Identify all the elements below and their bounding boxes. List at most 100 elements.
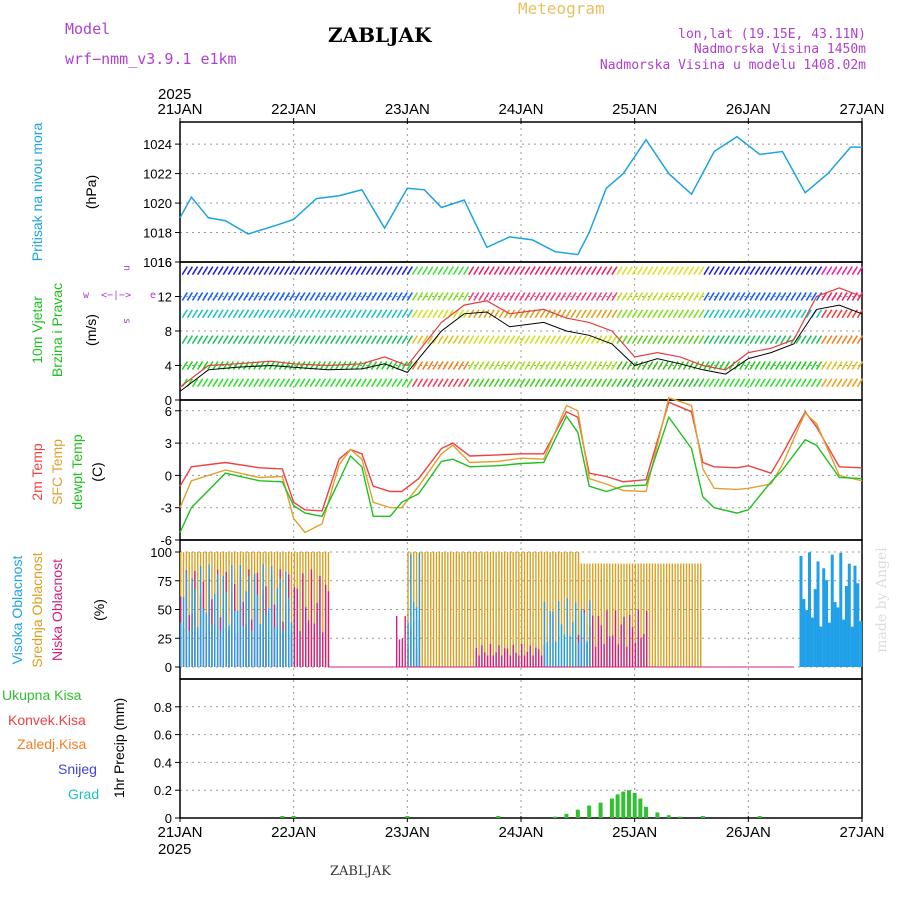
wind-barb xyxy=(386,309,393,319)
wind-barb xyxy=(329,335,337,345)
cloud-bar-mid xyxy=(643,563,645,667)
wind-barb xyxy=(667,266,674,276)
wind-barb xyxy=(299,378,306,388)
wind-barb xyxy=(508,335,516,345)
wind-barb xyxy=(585,292,593,301)
wind-barb xyxy=(391,266,398,276)
bottom-date-label: 24JAN xyxy=(498,824,543,841)
wind-barb xyxy=(447,335,454,345)
wind-barb xyxy=(360,335,367,345)
wind-barb xyxy=(283,378,291,388)
wind-barb xyxy=(442,335,449,345)
cloud-bar-high xyxy=(182,596,185,667)
cloud-bar-mid xyxy=(563,552,566,667)
wind-barb xyxy=(570,361,577,370)
wind-barb xyxy=(283,309,291,319)
wind-barb xyxy=(212,292,219,301)
cloud-bar-high xyxy=(248,576,250,667)
cloud-bar-high xyxy=(273,627,276,667)
cloud-bar-high xyxy=(222,575,225,667)
wind-barb xyxy=(534,266,541,276)
wind-barb xyxy=(544,361,552,370)
wind-barb xyxy=(641,266,649,276)
cloud-bar-mid xyxy=(668,563,671,667)
cloud-bar-low xyxy=(518,655,520,667)
wind-barb xyxy=(217,378,224,388)
wind-barb xyxy=(406,292,414,301)
wind-barb xyxy=(519,361,526,370)
wind-barb xyxy=(815,309,823,319)
cloud-bar-low xyxy=(540,655,543,667)
wind-barb xyxy=(350,378,357,388)
wind-barb xyxy=(289,309,296,319)
cloud-bar-mid xyxy=(626,563,628,667)
wind-barb xyxy=(713,266,720,276)
wind-barb xyxy=(570,309,577,319)
cloud-bar-high xyxy=(191,578,193,667)
wind-barb xyxy=(468,292,475,301)
wind-barb xyxy=(483,292,490,301)
y-tick-label: 16 xyxy=(158,255,172,270)
wind-barb xyxy=(539,378,547,388)
precip-bar xyxy=(291,816,296,818)
wind-barb xyxy=(590,361,598,370)
wind-barb xyxy=(836,361,843,370)
cloud-bar-high xyxy=(231,564,233,667)
cloud-bar-mid xyxy=(512,552,514,667)
wind-barb xyxy=(734,361,741,370)
cloud-bar-low xyxy=(603,643,605,667)
wind-barb xyxy=(524,266,531,276)
wind-barb xyxy=(503,309,511,319)
wind-barb xyxy=(386,335,393,345)
cloud-bar-mid xyxy=(432,552,435,667)
wind-barb xyxy=(754,292,761,301)
temp-label-2m: 2m Temp xyxy=(29,443,45,501)
wind-barb xyxy=(273,266,281,276)
wind-barb xyxy=(601,335,608,345)
cloud-bar-mid xyxy=(546,552,548,667)
wind-barb xyxy=(780,266,787,276)
wind-barb xyxy=(294,292,301,301)
wind-barb xyxy=(790,292,797,301)
wind-barb xyxy=(554,309,562,319)
wind-barb xyxy=(304,292,311,301)
wind-barb xyxy=(350,361,357,370)
wind-barb xyxy=(759,361,766,370)
cloud-bar-high xyxy=(205,613,207,667)
y-tick-label: 0 xyxy=(165,468,172,483)
wind-barb xyxy=(212,266,219,276)
y-tick-label: 0.4 xyxy=(154,755,172,770)
cloud-bar-low xyxy=(611,635,614,667)
wind-barb xyxy=(805,309,812,319)
wind-barb xyxy=(340,335,347,345)
wind-barb xyxy=(774,309,782,319)
cloud-bar-low xyxy=(620,624,622,667)
wind-barb xyxy=(780,335,787,345)
top-date-label: 21JAN xyxy=(157,101,202,118)
wind-barb xyxy=(401,292,408,301)
wind-barb xyxy=(457,361,465,370)
wind-barb xyxy=(232,361,240,370)
wind-barb xyxy=(759,266,766,276)
wind-barb xyxy=(739,335,746,345)
cloud-bar-low xyxy=(631,627,634,667)
cloud-bar-low xyxy=(395,615,398,667)
wind-barb xyxy=(544,335,552,345)
wind-barb xyxy=(514,266,521,276)
precip-bar xyxy=(666,815,671,818)
wind-barb xyxy=(202,361,209,370)
wind-barb xyxy=(810,266,818,276)
precip-bar xyxy=(644,806,649,818)
cloud-bar-low xyxy=(481,645,483,667)
cloud-bar-high xyxy=(211,624,213,667)
wind-barb xyxy=(427,309,434,319)
wind-barb xyxy=(713,378,720,388)
wind-barb xyxy=(800,266,807,276)
wind-barb xyxy=(718,309,726,319)
wind-barb xyxy=(667,309,674,319)
cloud-bar-low xyxy=(535,647,537,667)
wind-barb xyxy=(447,266,454,276)
wind-barb xyxy=(810,292,818,301)
cloud-bar-high xyxy=(819,626,823,667)
